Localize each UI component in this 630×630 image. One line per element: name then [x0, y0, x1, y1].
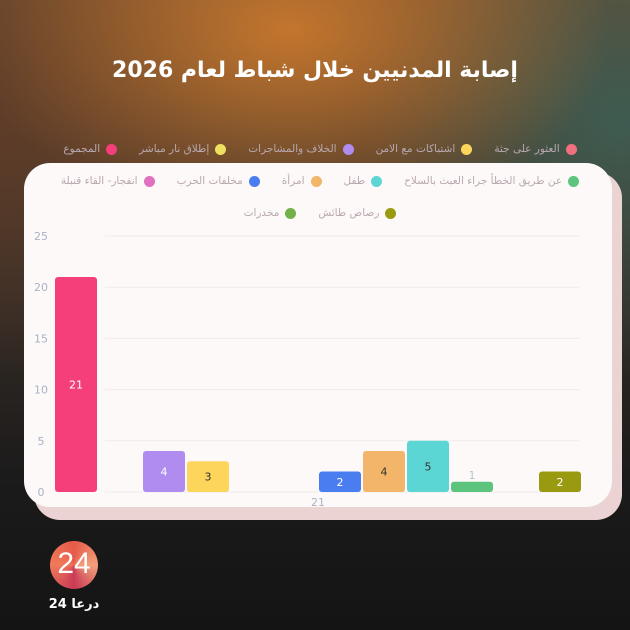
legend-dot-icon	[565, 143, 577, 155]
legend-label: عن طريق الخطأ جراء العبث بالسلاح	[404, 175, 563, 187]
legend-label: مخلفات الحرب	[176, 175, 243, 187]
legend-row-2: عن طريق الخطأ جراء العبث بالسلاح طفل امرأة…	[30, 175, 610, 187]
legend-item[interactable]: المجموع	[63, 143, 118, 155]
legend-dot-icon	[461, 143, 473, 155]
legend-dot-icon	[310, 175, 322, 187]
y-tick-label: 5	[38, 435, 45, 448]
legend-item[interactable]: رصاص طائش	[318, 207, 397, 219]
legend-dot-icon	[285, 207, 297, 219]
legend-item[interactable]: مخدرات	[244, 207, 297, 219]
y-tick-label: 10	[34, 384, 48, 397]
y-tick-label: 25	[34, 230, 48, 243]
data-label: 3	[205, 471, 212, 484]
logo-number: 24	[57, 547, 91, 580]
data-label: 2	[557, 476, 564, 489]
logo-circle-icon	[50, 541, 98, 589]
logo: 24 درعا 24	[44, 535, 104, 615]
x-tick-label: 21	[311, 496, 325, 509]
legend-label: انفجار- القاء قنبلة	[60, 175, 138, 187]
data-label: 5	[425, 460, 432, 473]
legend-dot-icon	[215, 143, 227, 155]
chart-title: إصابة المدنيين خلال شباط لعام 2026	[112, 58, 518, 83]
legend-item[interactable]: الخلاف والمشاجرات	[248, 143, 354, 155]
bar-1	[55, 276, 97, 492]
y-tick-label: 15	[34, 332, 48, 345]
legend-dot-icon	[143, 175, 155, 187]
y-tick-label: 20	[34, 281, 48, 294]
legend-item[interactable]: العثور على جثة	[494, 143, 577, 155]
chart-card	[24, 163, 612, 507]
legend-label: العثور على جثة	[494, 143, 560, 155]
legend-label: المجموع	[63, 143, 101, 155]
bar-12	[539, 471, 581, 492]
legend-label: امرأة	[281, 175, 305, 187]
legend-label: رصاص طائش	[318, 207, 380, 219]
data-label: 1	[469, 469, 476, 482]
bar-8	[363, 451, 405, 492]
legend-item[interactable]: طفل	[344, 175, 383, 187]
bar-9	[407, 440, 449, 492]
bar-3	[143, 451, 185, 492]
legend-item[interactable]: إطلاق نار مباشر	[139, 143, 227, 155]
legend-item[interactable]: مخلفات الحرب	[177, 175, 260, 187]
data-label: 4	[161, 466, 168, 479]
bar-10	[451, 481, 493, 492]
legend-item[interactable]: انفجار- القاء قنبلة	[61, 175, 155, 187]
legend-dot-icon	[106, 143, 118, 155]
bar-7	[319, 471, 361, 492]
legend-dot-icon	[371, 175, 383, 187]
data-label: 2	[337, 476, 344, 489]
legend-label: الخلاف والمشاجرات	[248, 143, 337, 155]
legend-dot-icon	[248, 175, 260, 187]
bar-4	[187, 461, 229, 492]
data-label: 21	[69, 378, 83, 391]
logo-brand: درعا 24	[48, 597, 100, 612]
legend-label: إطلاق نار مباشر	[139, 143, 210, 155]
legend-label: اشتباكات مع الامن	[375, 143, 456, 155]
legend-label: طفل	[343, 175, 366, 187]
y-tick-label: 0	[38, 486, 45, 499]
legend-item[interactable]: عن طريق الخطأ جراء العبث بالسلاح	[404, 175, 580, 187]
legend-dot-icon	[385, 207, 397, 219]
legend-dot-icon	[568, 175, 580, 187]
legend-item[interactable]: اشتباكات مع الامن	[376, 143, 473, 155]
data-label: 4	[381, 466, 388, 479]
legend-item[interactable]: امرأة	[282, 175, 322, 187]
legend-row-1: العثور على جثة اشتباكات مع الامن الخلاف وا…	[30, 143, 610, 155]
legend-dot-icon	[342, 143, 354, 155]
legend-row-3: رصاص طائش مخدرات	[30, 207, 610, 219]
legend-label: مخدرات	[243, 207, 280, 219]
